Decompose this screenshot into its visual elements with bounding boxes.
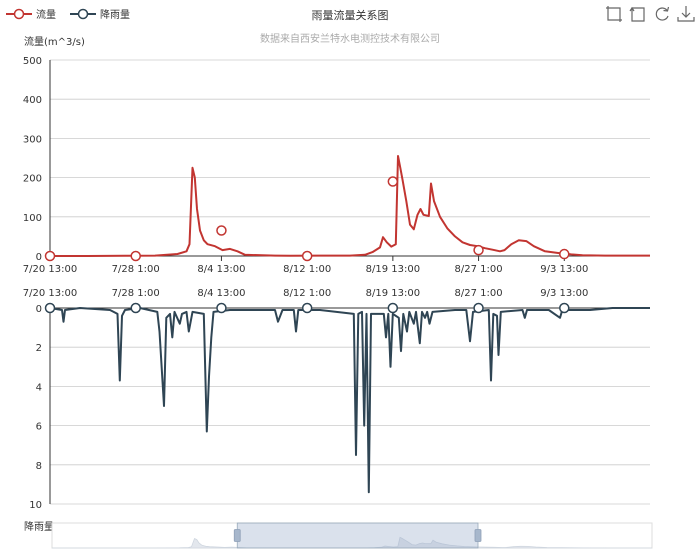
flow-x-tick-label: 8/27 1:00 [455,264,503,275]
chart-subtitle: 数据来自西安兰特水电测控技术有限公司 [260,34,440,45]
legend-rain-symbol [70,8,96,19]
rain-y-tick-label: 4 [36,382,42,393]
flow-grid [50,59,650,257]
rain-y-tick-label: 10 [29,500,42,511]
legend-flow-symbol [6,8,32,19]
flow-y-axis-label: 流量(m^3/s) [24,35,85,48]
rain-data-point [473,302,484,314]
rain-grid [50,307,650,505]
rain-x-tick-label: 8/27 1:00 [455,288,503,299]
flow-data-point [44,250,56,262]
rain-x-tick-label: 9/3 13:00 [540,288,588,299]
rain-y-tick-label: 2 [36,343,42,354]
rain-data-point [559,302,570,314]
flow-data-point [559,248,570,260]
rain-x-tick-label: 8/4 13:00 [197,288,245,299]
flow-series-line [50,155,650,257]
flow-y-tick-label: 500 [23,56,42,67]
flow-y-tick-label: 200 [23,174,42,185]
rain-data-point [216,302,227,314]
flow-axis: 0 100 200 300 400 500 流量(m^3/s) 7/20 13:00 7/28 … [23,35,650,275]
data-zoom-end-handle[interactable] [474,529,482,542]
flow-data-point [301,250,313,262]
restore-icon[interactable] [653,5,671,23]
data-zoom-selection [236,522,479,549]
data-zoom-preview-area [52,536,652,549]
flow-y-tick-label: 0 [36,252,42,263]
legend-flow-label: 流量 [36,10,56,21]
legend: 流量 降雨量 [6,6,130,21]
rain-x-tick-label: 8/19 13:00 [366,288,420,299]
rain-y-tick-label: 8 [36,461,42,472]
rain-series [44,302,650,494]
flow-x-tick-label: 8/4 13:00 [197,264,245,275]
rain-x-tick-label: 7/20 13:00 [23,288,77,299]
legend-item-flow[interactable]: 流量 [6,6,56,21]
rain-y-tick-label: 6 [36,422,42,433]
zoom-icon[interactable] [605,5,623,23]
legend-item-rain[interactable]: 降雨量 [70,6,130,21]
flow-x-tick-label: 9/3 13:00 [540,264,588,275]
flow-x-tick-label: 7/20 13:00 [23,264,77,275]
flow-data-point [130,250,141,262]
data-zoom-start-handle[interactable] [233,529,241,542]
chart-title: 雨量流量关系图 [311,9,389,22]
rain-data-point [44,302,56,314]
rain-series-line [49,307,650,494]
flow-y-tick-label: 300 [23,134,42,145]
rain-data-point [130,302,141,314]
rain-data-point [301,302,313,314]
rain-x-tick-label: 8/12 1:00 [283,288,331,299]
rain-y-tick-label: 0 [36,304,42,315]
rain-data-point [387,302,399,314]
toolbox [605,5,695,23]
rain-axis: 0246810降雨量(mm)7/20 13:007/28 1:008/4 13:… [23,288,650,533]
data-zoom-slider[interactable] [51,522,653,549]
flow-data-point [473,244,484,256]
flow-y-tick-label: 400 [23,95,42,106]
flow-x-tick-label: 8/19 13:00 [366,264,420,275]
download-icon[interactable] [677,5,695,23]
flow-y-tick-label: 100 [23,213,42,224]
flow-data-point [216,225,227,236]
rain-x-tick-label: 7/28 1:00 [112,288,160,299]
flow-series [44,155,650,262]
flow-x-tick-label: 7/28 1:00 [112,264,160,275]
legend-rain-label: 降雨量 [100,10,130,21]
zoom-reset-icon[interactable] [629,5,647,23]
flow-x-tick-label: 8/12 1:00 [283,264,331,275]
flow-data-point [387,176,399,187]
